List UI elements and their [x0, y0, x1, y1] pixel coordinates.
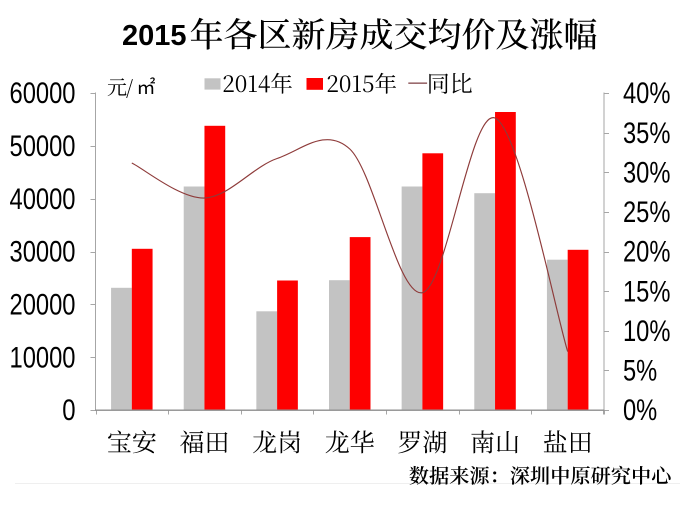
svg-text:10%: 10% — [623, 315, 670, 348]
svg-text:30000: 30000 — [10, 236, 76, 269]
svg-text:15%: 15% — [623, 275, 670, 308]
svg-text:35%: 35% — [623, 117, 670, 150]
svg-text:40000: 40000 — [10, 183, 76, 216]
svg-text:0: 0 — [62, 394, 75, 427]
svg-text:0%: 0% — [623, 394, 657, 427]
svg-text:30%: 30% — [623, 156, 670, 189]
svg-text:10000: 10000 — [10, 341, 76, 374]
svg-text:20%: 20% — [623, 236, 670, 269]
svg-text:20000: 20000 — [10, 289, 76, 322]
svg-text:60000: 60000 — [10, 77, 76, 110]
svg-text:2015: 2015 — [122, 20, 187, 52]
svg-text:40%: 40% — [623, 77, 670, 110]
svg-text:50000: 50000 — [10, 130, 76, 163]
svg-text:5%: 5% — [623, 355, 657, 388]
svg-text:25%: 25% — [623, 196, 670, 229]
